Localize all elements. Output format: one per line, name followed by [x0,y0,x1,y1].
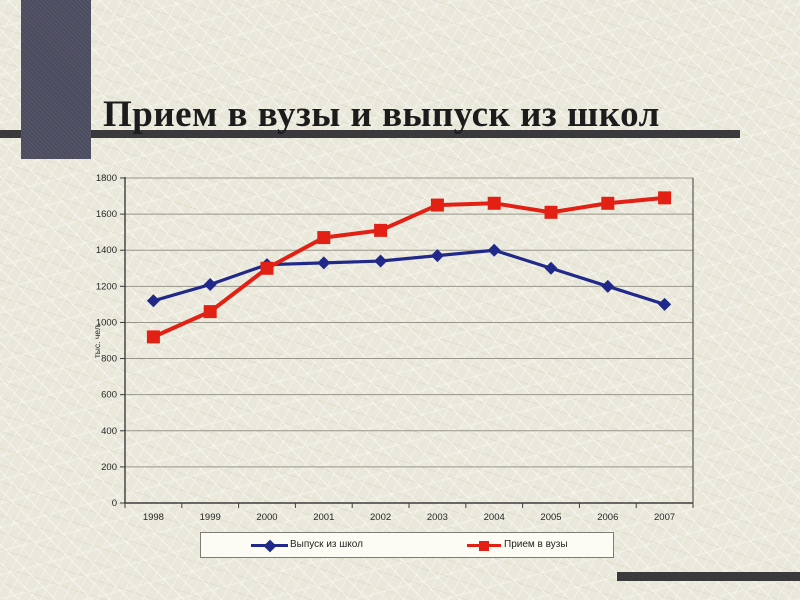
data-point-marker [544,261,558,275]
y-tick-label: 200 [101,462,117,473]
chart-legend: Выпуск из школ Прием в вузы [200,532,614,558]
data-point-marker [430,198,444,212]
legend-entry-school: Выпуск из школ [251,533,411,557]
x-tick-label: 2007 [654,512,675,523]
y-tick-label: 1200 [96,281,117,292]
y-tick-label: 600 [101,390,117,401]
y-tick-label: 0 [112,498,117,509]
y-tick-label: 1000 [96,317,117,328]
bottom-accent-bar [617,572,800,581]
y-tick-label: 400 [101,426,117,437]
legend-square-marker-icon [479,540,489,551]
x-tick-label: 1999 [200,512,221,523]
x-tick-label: 2003 [427,512,448,523]
page-title: Прием в вузы и выпуск из школ [103,93,660,135]
x-tick-label: 2004 [484,512,505,523]
y-tick-label: 1800 [96,173,117,184]
data-point-marker [544,205,558,219]
x-tick-label: 2006 [597,512,618,523]
y-tick-label: 800 [101,354,117,365]
line-chart: 0 200 400 600 800 1000 1200 1400 1600 1800 1998 199… [92,173,694,523]
data-point-marker [374,254,388,268]
data-point-marker [374,223,388,237]
x-tick-label: 2000 [256,512,277,523]
legend-label-school: Выпуск из школ [290,539,363,550]
data-point-marker [260,261,274,275]
x-tick-label: 1998 [143,512,164,523]
series-line-0 [152,248,666,306]
series-line-1 [152,195,665,339]
data-point-marker [317,256,331,270]
y-axis-title: тыс. чел. [92,323,102,358]
data-point-marker [487,243,501,257]
data-point-marker [203,278,217,292]
data-point-marker [601,279,615,293]
x-tick-label: 2005 [540,512,561,523]
data-point-marker [203,305,217,319]
y-tick-label: 1400 [96,245,117,256]
data-point-marker [146,294,160,308]
x-tick-label: 2002 [370,512,391,523]
data-point-marker [658,297,672,311]
x-tick-label: 2001 [313,512,334,523]
accent-bar [21,0,91,159]
legend-diamond-marker-icon [263,539,276,552]
legend-label-university: Прием в вузы [504,539,568,550]
title-underline-bar [0,130,740,138]
data-point-marker [658,191,672,205]
data-point-marker [601,196,615,210]
data-point-marker [430,249,444,263]
legend-line-sample-school [251,539,288,552]
legend-entry-university: Прием в вузы [467,533,607,557]
data-point-marker [487,196,501,210]
data-point-marker [146,330,160,344]
y-tick-label: 1600 [96,209,117,220]
data-point-marker [317,231,331,245]
legend-line-sample-university [467,540,501,551]
